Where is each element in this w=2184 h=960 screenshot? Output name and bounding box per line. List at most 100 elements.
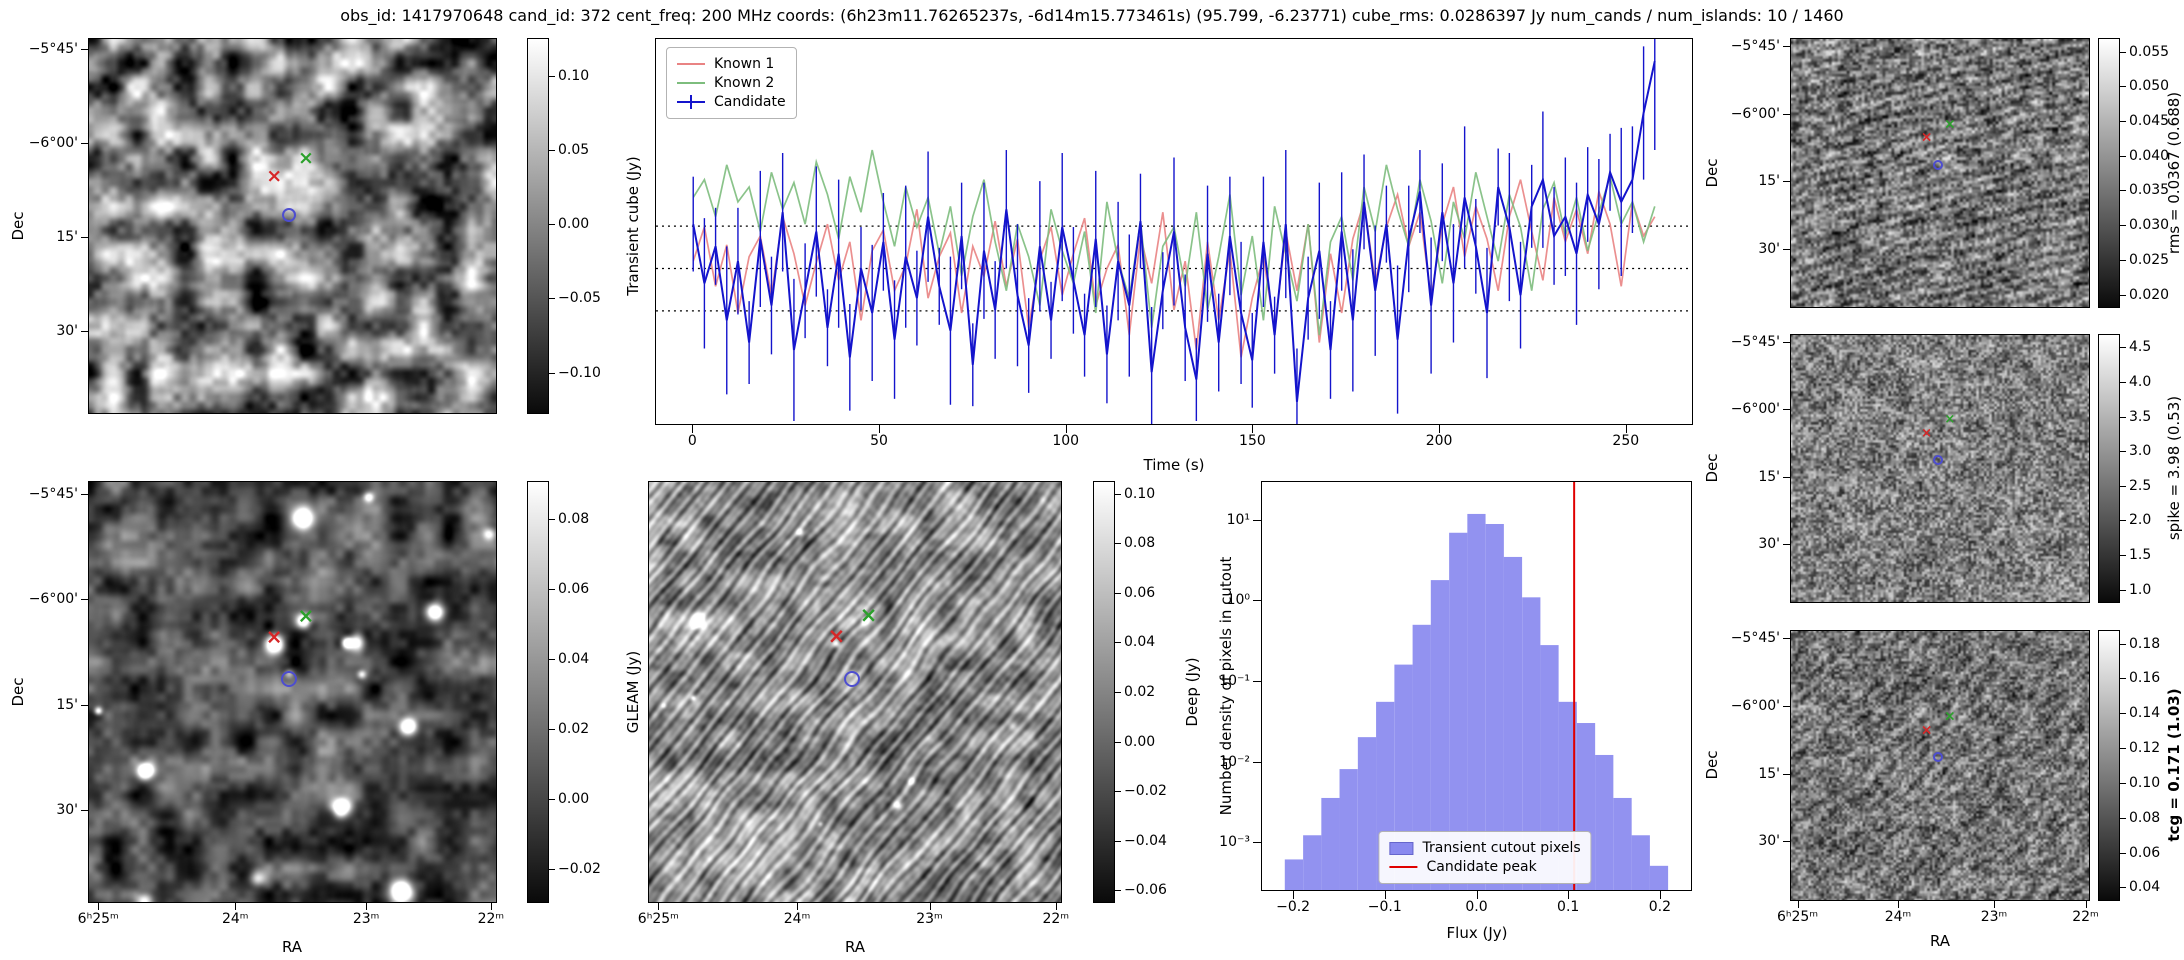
lightcurve-plot [656, 39, 1692, 424]
tick-mark [1115, 592, 1121, 594]
gleam-colorbar [527, 481, 549, 903]
dec-tick-label: −5°45' [28, 41, 78, 58]
tick-mark [81, 49, 88, 51]
histogram-swatch [1389, 841, 1414, 855]
tick-mark [549, 224, 555, 226]
known1-position-marker: × [266, 165, 283, 188]
histogram-panel: Transient cutout pixels Candidate peak [1261, 481, 1692, 891]
ra-tick-label: 22ᵐ [1042, 911, 1070, 927]
spike-colorbar-label: spike = 3.98 (0.53) [2165, 395, 2183, 541]
tick-mark [235, 903, 237, 910]
legend-label-candidate: Candidate [714, 94, 786, 110]
dec-tick-label: 15' [1758, 468, 1780, 485]
rms-colorbar-tick-label: 0.035 [2129, 182, 2170, 199]
lightcurve-panel: Known 1 Known 2 Candidate [655, 38, 1693, 425]
ra-axis-label: RA [844, 938, 866, 956]
gleam-cutout: × × [88, 481, 497, 903]
legend-item-candidate: Candidate [677, 94, 786, 110]
tick-mark [2120, 817, 2126, 819]
tick-mark [81, 704, 88, 706]
rms-cutout: × × [1790, 38, 2090, 308]
tick-mark [549, 729, 555, 731]
tick-mark [81, 493, 88, 495]
tick-mark [549, 75, 555, 77]
tick-mark [1783, 113, 1790, 115]
tick-mark [1659, 891, 1661, 899]
tick-mark [1783, 841, 1790, 843]
tcg-colorbar-label: tcg = 0.171 (1.03) [2165, 688, 2183, 842]
tcg-colorbar-tick-label: 0.06 [2129, 844, 2161, 861]
candidate-errorbar-sample [677, 95, 705, 109]
tick-mark [929, 903, 931, 910]
spike-colorbar [2098, 334, 2120, 603]
tick-mark [81, 599, 88, 601]
ra-tick-label: 23ᵐ [1980, 909, 2008, 925]
deep-colorbar-tick-label: −0.04 [1124, 832, 1167, 849]
dec-axis-label: Dec [9, 211, 27, 241]
tcg-colorbar [2098, 630, 2120, 901]
known2-position-marker: × [1943, 708, 1956, 725]
tcg-colorbar-tick-label: 0.18 [2129, 635, 2161, 652]
tick-mark [2120, 589, 2126, 591]
deep-colorbar-tick-label: −0.02 [1124, 783, 1167, 800]
tick-mark [2120, 554, 2126, 556]
tick-mark [1115, 493, 1121, 495]
dec-tick-label: 30' [1758, 240, 1780, 257]
rms-colorbar-tick-label: 0.020 [2129, 286, 2170, 303]
ra-tick-label: 24ᵐ [1884, 909, 1912, 925]
tick-mark [1253, 680, 1261, 682]
tick-mark [1783, 476, 1790, 478]
gleam-colorbar-label: GLEAM (Jy) [624, 650, 642, 734]
tick-mark [797, 903, 799, 910]
rms-colorbar-tick-label: 0.025 [2129, 251, 2170, 268]
tick-mark [549, 298, 555, 300]
flux-tick-label: 0.1 [1557, 899, 1580, 915]
deep-colorbar-tick-label: −0.06 [1124, 882, 1167, 899]
dec-axis-label: Dec [1703, 158, 1721, 188]
dec-tick-label: 15' [56, 229, 78, 246]
spike-colorbar-tick-label: 3.0 [2129, 443, 2152, 460]
dec-tick-label: −6°00' [1730, 697, 1780, 714]
dec-axis-label: Dec [1703, 453, 1721, 483]
flux-histogram-plot [1284, 482, 1669, 890]
gleam-colorbar-tick-label: 0.06 [558, 581, 590, 598]
ra-tick-label: 23ᵐ [916, 911, 943, 927]
tcg-colorbar-tick-label: 0.16 [2129, 670, 2161, 687]
known2-line-sample [677, 82, 705, 84]
tick-mark [81, 810, 88, 812]
figure-title: obs_id: 1417970648 cand_id: 372 cent_fre… [340, 6, 1844, 25]
density-tick-label: 10⁻³ [1219, 834, 1250, 851]
deep-colorbar-tick-label: 0.02 [1124, 684, 1156, 700]
time-tick-label: 100 [1052, 433, 1080, 449]
candidate-peak-line-sample [1389, 866, 1418, 868]
deep-colorbar-tick-label: 0.06 [1124, 584, 1156, 601]
rms-colorbar-tick-label: 0.050 [2129, 78, 2170, 95]
transient-colorbar-tick-label: 0.10 [558, 67, 590, 84]
density-tick-label: 10⁰ [1226, 592, 1250, 609]
rms-colorbar-tick-label: 0.030 [2129, 217, 2170, 234]
spike-colorbar-tick-label: 4.5 [2129, 339, 2152, 356]
dec-tick-label: −6°00' [1730, 105, 1780, 122]
time-tick-label: 50 [870, 433, 888, 449]
tick-mark [1783, 705, 1790, 707]
legend-item-known1: Known 1 [677, 56, 786, 72]
known1-position-marker: × [1920, 722, 1933, 739]
known2-position-marker: × [1944, 412, 1956, 428]
rms-colorbar [2098, 38, 2120, 308]
lightcurve-legend: Known 1 Known 2 Candidate [666, 47, 797, 119]
rms-colorbar-tick-label: 0.040 [2129, 147, 2170, 164]
dec-tick-label: −5°45' [1730, 38, 1780, 55]
tcg-cutout: × × [1790, 630, 2090, 901]
flux-tick-label: −0.2 [1276, 899, 1311, 915]
tick-mark [1994, 901, 1995, 908]
candidate-position-marker [843, 671, 860, 688]
tick-mark [658, 903, 660, 910]
tick-mark [2120, 782, 2126, 784]
dec-tick-label: 15' [56, 696, 78, 713]
tick-mark [1384, 891, 1386, 899]
spike-colorbar-tick-label: 2.5 [2129, 477, 2152, 494]
tick-mark [1797, 901, 1799, 908]
legend-label-known2: Known 2 [714, 75, 775, 91]
legend-item-candidate-peak: Candidate peak [1389, 859, 1580, 875]
